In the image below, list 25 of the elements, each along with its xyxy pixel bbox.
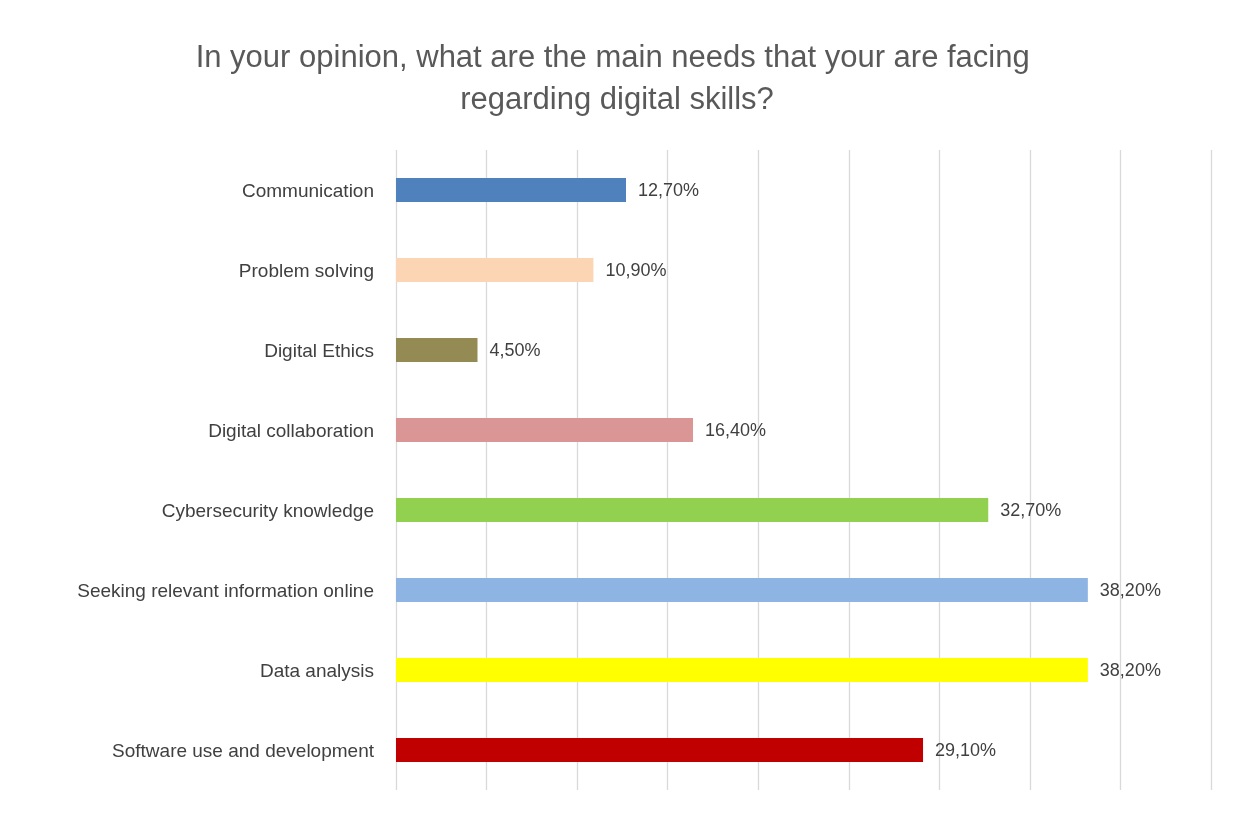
y-tick-label: Communication [242, 179, 374, 201]
bar [396, 258, 594, 282]
bar [396, 578, 1088, 602]
bar [396, 178, 627, 202]
bar [396, 738, 924, 762]
data-label: 38,20% [1099, 660, 1161, 680]
chart-title: In your opinion, what are the main needs that your are facing regarding digital skills? [195, 38, 1039, 116]
bar [396, 498, 989, 522]
y-tick-label: Seeking relevant information online [77, 579, 374, 601]
y-tick-label: Cybersecurity knowledge [161, 499, 374, 521]
y-tick-label: Data analysis [259, 659, 374, 681]
bar [396, 658, 1088, 682]
bar [396, 418, 694, 442]
data-label: 4,50% [489, 340, 541, 360]
data-label: 12,70% [638, 180, 700, 200]
data-label: 29,10% [935, 740, 997, 760]
y-tick-label: Digital Ethics [264, 339, 374, 361]
y-tick-label: Digital collaboration [208, 419, 374, 441]
data-label: 10,90% [605, 260, 667, 280]
data-label: 38,20% [1099, 580, 1161, 600]
data-label: 16,40% [705, 420, 767, 440]
data-label: 32,70% [1000, 500, 1062, 520]
bar [396, 338, 478, 362]
y-tick-label: Software use and development [112, 739, 375, 761]
y-tick-label: Problem solving [238, 259, 374, 281]
